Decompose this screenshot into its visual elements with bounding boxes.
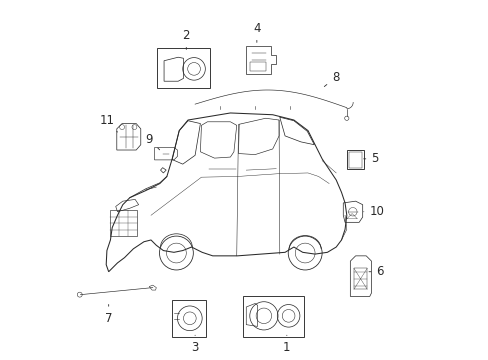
Bar [172,300,205,337]
Text: 7: 7 [105,305,112,325]
Text: 3: 3 [191,335,199,354]
Bar [346,150,363,170]
Bar [348,152,361,168]
Text: 10: 10 [363,205,384,218]
Bar [110,210,137,237]
Bar [353,268,366,289]
Text: 4: 4 [253,22,260,42]
Text: 2: 2 [182,29,190,49]
Text: 6: 6 [368,265,383,278]
Bar [242,296,304,337]
Text: 8: 8 [324,71,339,86]
Text: 11: 11 [99,113,117,132]
Text: 9: 9 [145,133,159,150]
Text: 1: 1 [283,335,290,354]
Text: 5: 5 [363,152,378,165]
Bar [157,48,209,88]
Bar [249,62,265,71]
